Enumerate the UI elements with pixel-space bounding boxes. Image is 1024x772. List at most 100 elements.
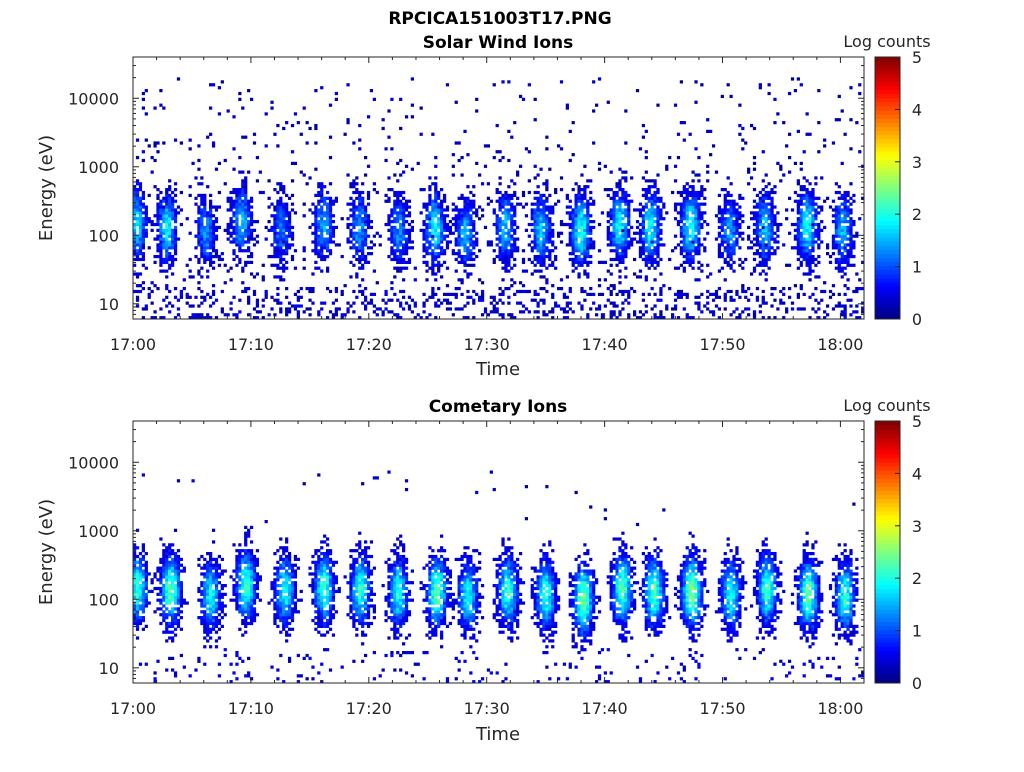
heatmap-cell [855, 287, 858, 290]
heatmap-cell [180, 604, 183, 607]
heatmap-cell [826, 243, 829, 246]
heatmap-cell [624, 214, 627, 217]
heatmap-cell [642, 188, 645, 191]
heatmap-cell [288, 235, 291, 238]
heatmap-cell [539, 270, 542, 273]
heatmap-cell [355, 182, 358, 185]
heatmap-cell [145, 625, 148, 628]
heatmap-cell [493, 211, 496, 214]
heatmap-cell [314, 141, 317, 144]
heatmap-cell [721, 267, 724, 270]
heatmap-cell [811, 258, 814, 261]
heatmap-cell [194, 668, 197, 671]
heatmap-cell [425, 261, 428, 264]
heatmap-cell [572, 246, 575, 249]
heatmap-cell [227, 237, 230, 240]
heatmap-cell [516, 203, 519, 206]
heatmap-cell [844, 255, 847, 258]
heatmap-cell [855, 235, 858, 238]
heatmap-cell [168, 622, 171, 625]
heatmap-cell [542, 226, 545, 229]
heatmap-cell [689, 208, 692, 211]
heatmap-cell [496, 150, 499, 153]
heatmap-cell [732, 220, 735, 223]
heatmap-cell [206, 255, 209, 258]
heatmap-cell [566, 310, 569, 313]
heatmap-cell [317, 191, 320, 194]
heatmap-cell [469, 264, 472, 267]
heatmap-cell [145, 552, 148, 555]
heatmap-cell [434, 243, 437, 246]
heatmap-cell [303, 258, 306, 261]
heatmap-cell [499, 176, 502, 179]
heatmap-cell [420, 229, 423, 232]
heatmap-cell [288, 243, 291, 246]
heatmap-cell [159, 237, 162, 240]
heatmap-cell [285, 243, 288, 246]
heatmap-cell [308, 176, 311, 179]
heatmap-cell [431, 235, 434, 238]
heatmap-cell [560, 240, 563, 243]
heatmap-cell [209, 205, 212, 208]
heatmap-cell [580, 264, 583, 267]
heatmap-cell [776, 223, 779, 226]
heatmap-cell [627, 243, 630, 246]
heatmap-cell [469, 191, 472, 194]
heatmap-cell [247, 205, 250, 208]
heatmap-cell [197, 182, 200, 185]
heatmap-cell [425, 299, 428, 302]
heatmap-cell [156, 208, 159, 211]
heatmap-cell [613, 240, 616, 243]
heatmap-cell [808, 182, 811, 185]
heatmap-cell [770, 293, 773, 296]
heatmap-cell [314, 267, 317, 270]
heatmap-cell [165, 284, 168, 287]
heatmap-cell [534, 237, 537, 240]
heatmap-cell [396, 211, 399, 214]
heatmap-cell [355, 220, 358, 223]
heatmap-cell [615, 258, 618, 261]
heatmap-cell [142, 235, 145, 238]
heatmap-cell [648, 258, 651, 261]
heatmap-cell [241, 232, 244, 235]
heatmap-cell [712, 144, 715, 147]
heatmap-cell [770, 237, 773, 240]
heatmap-cell [768, 214, 771, 217]
heatmap-cell [537, 217, 540, 220]
heatmap-cell [300, 296, 303, 299]
heatmap-cell [159, 261, 162, 264]
heatmap-cell [768, 197, 771, 200]
heatmap-cell [355, 296, 358, 299]
heatmap-cell [463, 211, 466, 214]
heatmap-cell [159, 537, 162, 540]
heatmap-cell [399, 173, 402, 176]
heatmap-cell [440, 226, 443, 229]
heatmap-cell [630, 240, 633, 243]
heatmap-cell [387, 197, 390, 200]
heatmap-cell [656, 246, 659, 249]
heatmap-cell [399, 200, 402, 203]
heatmap-cell [589, 287, 592, 290]
heatmap-cell [279, 200, 282, 203]
heatmap-cell [177, 77, 180, 80]
heatmap-cell [238, 310, 241, 313]
heatmap-cell [437, 223, 440, 226]
heatmap-cell [534, 220, 537, 223]
heatmap-cell [165, 252, 168, 255]
heatmap-cell [288, 246, 291, 249]
heatmap-cell [589, 191, 592, 194]
heatmap-cell [446, 208, 449, 211]
heatmap-cell [700, 185, 703, 188]
heatmap-cell [621, 208, 624, 211]
heatmap-cell [364, 258, 367, 261]
heatmap-cell [434, 302, 437, 305]
heatmap-cell [721, 95, 724, 98]
heatmap-cell [577, 197, 580, 200]
heatmap-cell [589, 229, 592, 232]
heatmap-cell [361, 217, 364, 220]
heatmap-cell [174, 240, 177, 243]
heatmap-cell [724, 293, 727, 296]
heatmap-cell [241, 194, 244, 197]
heatmap-cell [592, 240, 595, 243]
heatmap-cell [455, 226, 458, 229]
